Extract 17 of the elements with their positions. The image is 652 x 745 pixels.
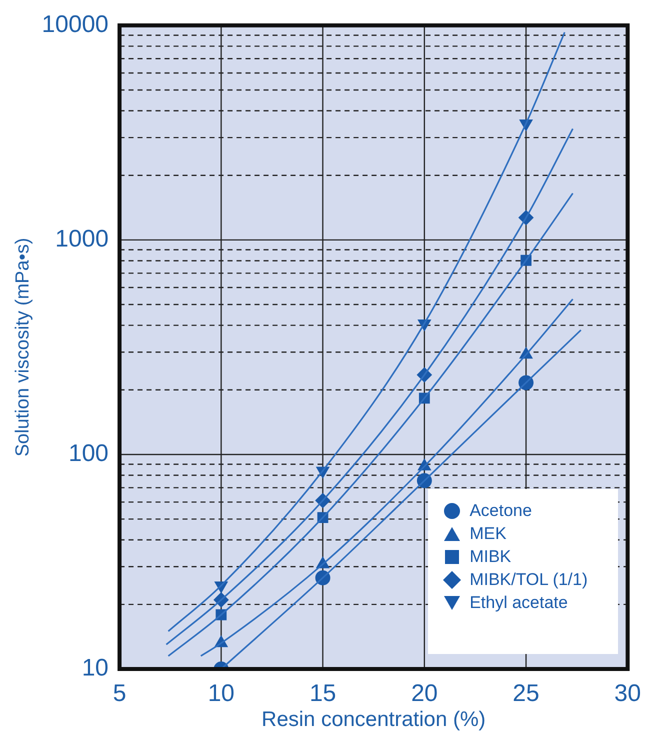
- legend-label: MIBK/TOL (1/1): [470, 570, 588, 590]
- x-tick-label: 25: [512, 680, 540, 708]
- x-tick-label: 5: [112, 680, 126, 708]
- y-axis-title: Solution viscosity (mPa•s): [12, 238, 34, 457]
- x-tick-label: 20: [411, 680, 438, 708]
- legend-label: Acetone: [470, 500, 532, 520]
- y-tick-label: 1000: [55, 226, 109, 253]
- y-tick-label: 10000: [42, 11, 109, 38]
- legend-label: MEK: [470, 524, 506, 544]
- legend-label: Ethyl acetate: [470, 592, 568, 612]
- y-tick-label: 10: [82, 654, 109, 682]
- x-tick-label: 30: [614, 680, 642, 708]
- y-tick-label: 100: [68, 440, 109, 468]
- x-tick-label: 10: [208, 680, 235, 708]
- x-tick-label: 15: [309, 680, 336, 708]
- x-axis-title: Resin concentration (%): [262, 708, 486, 732]
- legend-label: MIBK: [470, 546, 512, 566]
